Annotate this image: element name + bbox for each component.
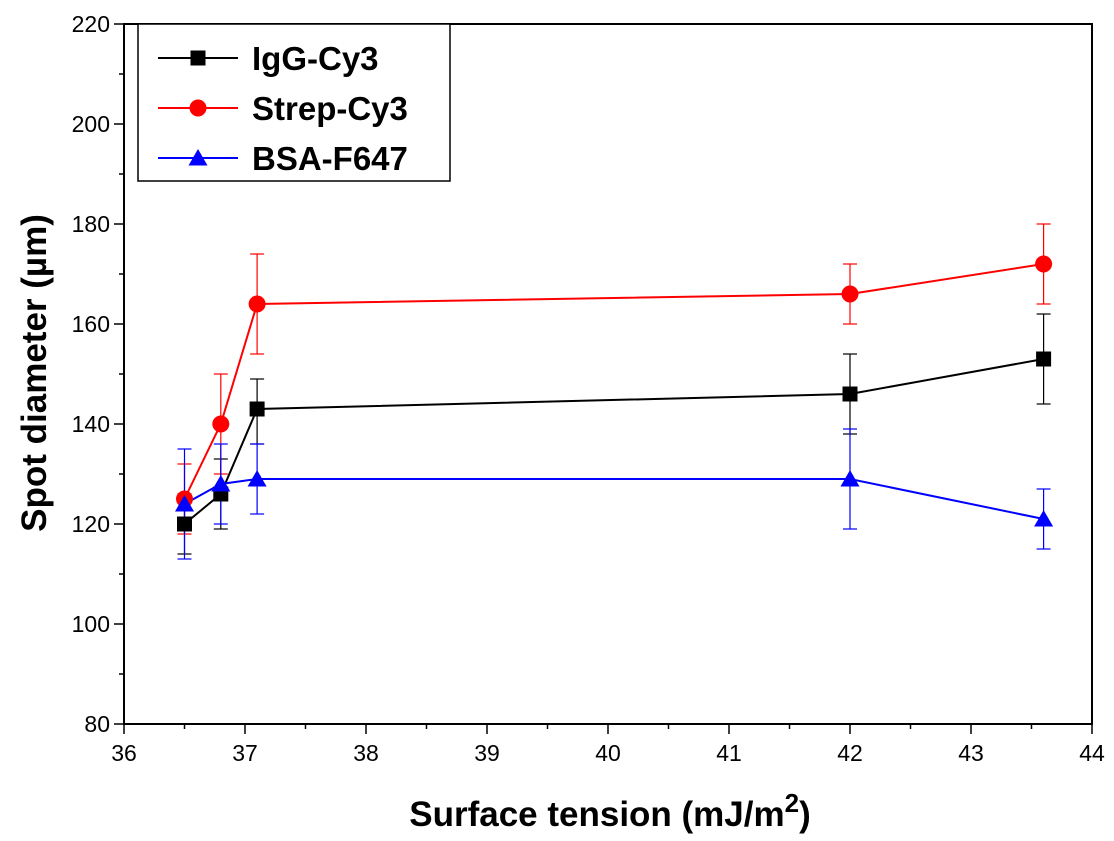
y-tick-label: 140 [72, 411, 110, 437]
x-tick-label: 41 [716, 740, 742, 766]
x-tick-label: 38 [353, 740, 379, 766]
x-tick-label: 37 [232, 740, 258, 766]
y-tick-label: 120 [72, 511, 110, 537]
igg-cy3-point [842, 386, 858, 402]
y-tick-label: 160 [72, 311, 110, 337]
x-tick-label: 39 [474, 740, 500, 766]
y-axis-title: Spot diameter (µm) [15, 214, 54, 532]
strep-cy3-point [248, 295, 266, 313]
bsa-f647-point [175, 495, 194, 512]
strep-cy3-point [1035, 255, 1053, 273]
x-axis-title-superscript: 2 [785, 788, 799, 818]
x-tick-label: 43 [958, 740, 984, 766]
legend: IgG-Cy3 Strep-Cy3 BSA-F647 [137, 23, 451, 182]
bsa-f647-point [1034, 510, 1054, 527]
y-tick-label: 100 [72, 611, 110, 637]
bsa-f647-point [211, 475, 231, 492]
series-lines [183, 263, 1044, 525]
igg-cy3-point [1036, 351, 1052, 367]
bsa-f647-line [184, 478, 1044, 520]
legend-bsa-f647-label: BSA-F647 [252, 140, 408, 177]
y-tick-label: 200 [72, 111, 110, 137]
x-axis-title: Surface tension (mJ/m2) [409, 788, 811, 834]
x-tick-label: 36 [111, 740, 137, 766]
igg-cy3-line [183, 358, 1044, 525]
x-tick-label: 42 [837, 740, 863, 766]
data-markers [175, 255, 1054, 532]
axes: 36 37 38 39 40 41 42 43 44 80 100 120 140 160 180 200 22… [72, 11, 1105, 766]
x-axis-title-main: Surface tension (mJ/m [409, 795, 784, 834]
x-axis-title-close: ) [799, 795, 811, 834]
legend-bsa-f647-marker [188, 149, 208, 166]
y-tick-label: 220 [72, 11, 110, 37]
igg-cy3-point [177, 516, 192, 532]
legend-strep-cy3-marker [189, 99, 207, 117]
igg-cy3-point [249, 401, 265, 417]
bsa-f647-point [247, 470, 267, 487]
x-tick-label: 40 [595, 740, 621, 766]
strep-cy3-point [212, 415, 230, 433]
legend-box [137, 23, 451, 182]
legend-strep-cy3-label: Strep-Cy3 [252, 90, 408, 127]
error-bars [177, 223, 1051, 560]
bsa-f647-point [840, 470, 860, 487]
y-tick-label: 180 [72, 211, 110, 237]
x-tick-label: 44 [1079, 740, 1105, 766]
legend-igg-cy3-marker [190, 50, 206, 66]
legend-igg-cy3-label: IgG-Cy3 [252, 40, 379, 77]
y-tick-label: 80 [84, 711, 110, 737]
strep-cy3-point [841, 285, 859, 303]
